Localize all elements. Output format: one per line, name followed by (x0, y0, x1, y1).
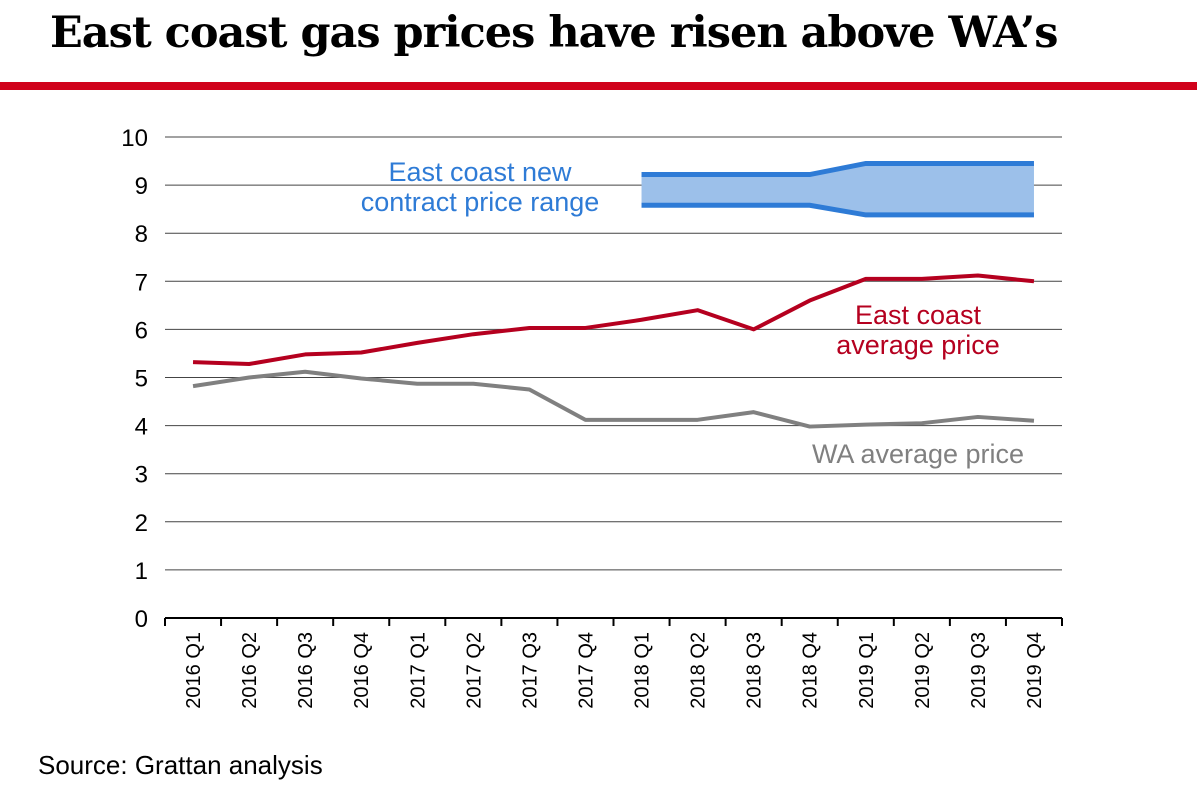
y-tick-label: 8 (135, 221, 148, 248)
x-tick-label: 2017 Q4 (575, 632, 597, 709)
source-note: Source: Grattan analysis (38, 750, 323, 780)
x-tick-label: 2016 Q1 (183, 632, 205, 709)
series-line-east-coast (192, 273, 1035, 367)
range-label: East coast new (388, 157, 572, 187)
series-label: WA average price (812, 439, 1024, 469)
x-tick-label: 2016 Q2 (239, 632, 261, 709)
series-line-wa (192, 369, 1035, 429)
y-tick-label: 2 (135, 510, 148, 537)
x-tick-label: 2018 Q1 (632, 632, 654, 709)
series-label: East coast (855, 300, 982, 330)
range-label: contract price range (361, 187, 600, 217)
y-tick-label: 10 (121, 125, 148, 152)
y-tick-label: 3 (135, 462, 148, 489)
x-tick-label: 2017 Q3 (519, 632, 541, 709)
x-tick-label: 2019 Q1 (856, 632, 878, 709)
x-tick-label: 2017 Q1 (407, 632, 429, 709)
range-upper-line (641, 160, 1034, 178)
chart-title: East coast gas prices have risen above W… (50, 8, 1058, 58)
series-label: average price (836, 330, 1000, 360)
x-tick-label: 2017 Q2 (463, 632, 485, 709)
y-tick-label: 6 (135, 317, 148, 344)
x-tick-label: 2018 Q2 (688, 632, 710, 709)
x-tick-label: 2016 Q3 (295, 632, 317, 709)
x-tick-label: 2019 Q3 (968, 632, 990, 709)
range-lower-line (641, 202, 1034, 218)
title-rule (0, 82, 1197, 90)
y-tick-label: 5 (135, 366, 148, 393)
x-tick-label: 2019 Q4 (1024, 632, 1046, 709)
y-tick-label: 7 (135, 269, 148, 296)
y-tick-label: 1 (135, 558, 148, 585)
y-tick-label: 0 (135, 606, 148, 633)
y-tick-label: 9 (135, 173, 148, 200)
x-tick-label: 2019 Q2 (912, 632, 934, 709)
x-tick-label: 2018 Q4 (800, 632, 822, 709)
x-tick-label: 2016 Q4 (351, 632, 373, 709)
y-tick-label: 4 (135, 414, 148, 441)
x-tick-label: 2018 Q3 (744, 632, 766, 709)
